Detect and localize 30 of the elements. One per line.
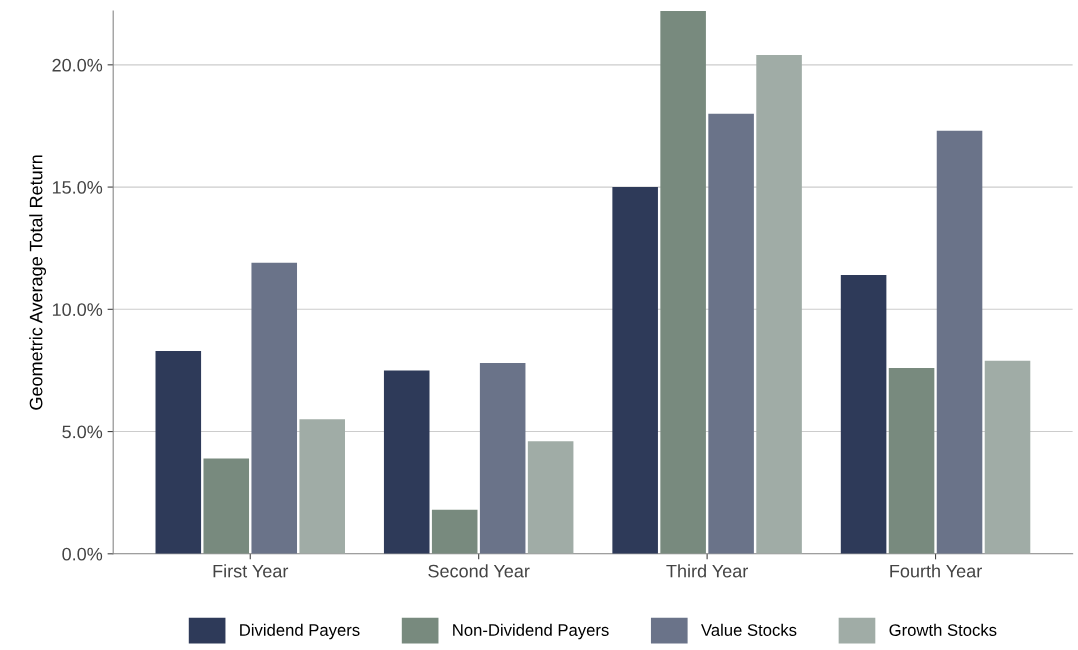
bar [612,187,658,554]
bar [383,370,430,554]
x-tick-label: Fourth Year [890,564,982,578]
bar [155,350,202,554]
bar [251,262,298,554]
bar [527,441,574,554]
y-tick-label: 15.0% [52,181,103,194]
bar [479,363,526,554]
bar [203,458,250,554]
y-tick-label: 20.0% [52,58,103,72]
x-tick-label: Second Year [428,564,530,578]
y-tick-label: 10.0% [52,303,103,317]
bar [299,419,345,554]
y-axis-title: Geometric Average Total Return [29,155,47,410]
legend-label: Growth Stocks [889,623,997,636]
bar [936,130,983,554]
bar [888,367,935,554]
bar [840,275,887,554]
bar [708,113,754,554]
bar [431,509,478,554]
bar [660,11,706,554]
bar [756,55,802,554]
y-tick-label: 5.0% [62,425,103,439]
x-tick-label: First Year [213,564,289,578]
y-tick-label: 0.0% [62,547,103,561]
legend-label: Value Stocks [701,623,797,636]
x-tick-label: Third Year [666,564,748,578]
legend-label: Non-Dividend Payers [453,623,609,640]
legend-label: Dividend Payers [240,623,360,640]
bar [984,360,1031,554]
